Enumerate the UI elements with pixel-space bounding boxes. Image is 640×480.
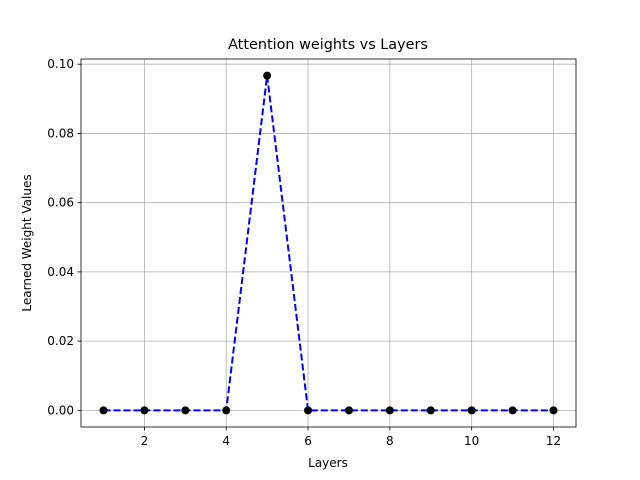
data-point <box>181 406 190 415</box>
data-point <box>344 406 353 415</box>
data-line <box>103 75 554 412</box>
x-tick-label: 2 <box>141 434 149 448</box>
y-tick-label: 0.04 <box>47 265 74 279</box>
data-point <box>467 406 476 415</box>
y-tick-label: 0.00 <box>47 403 74 417</box>
x-tick-label: 12 <box>546 434 561 448</box>
data-point <box>549 406 558 415</box>
data-point <box>99 406 108 415</box>
plot-frame <box>80 58 577 428</box>
data-point <box>304 406 313 415</box>
x-tick-label: 10 <box>464 434 479 448</box>
y-tick-label: 0.10 <box>47 57 74 71</box>
chart-title: Attention weights vs Layers <box>228 37 428 53</box>
x-tick-label: 4 <box>222 434 230 448</box>
x-axis-label: Layers <box>308 456 348 470</box>
data-point <box>222 406 231 415</box>
data-point <box>263 71 272 80</box>
y-tick-label: 0.08 <box>47 126 74 140</box>
data-point <box>140 406 149 415</box>
data-point <box>508 406 517 415</box>
data-point <box>426 406 435 415</box>
y-tick-label: 0.02 <box>47 334 74 348</box>
data-point <box>385 406 394 415</box>
y-tick-label: 0.06 <box>47 196 74 210</box>
x-tick-label: 8 <box>386 434 394 448</box>
y-axis-label: Learned Weight Values <box>20 174 34 311</box>
x-tick-label: 6 <box>304 434 312 448</box>
